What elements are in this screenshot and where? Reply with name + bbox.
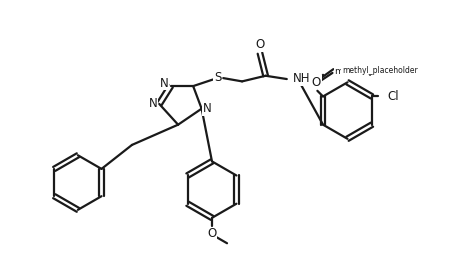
Text: O: O: [207, 227, 217, 240]
Text: N: N: [149, 97, 157, 110]
Text: O: O: [312, 76, 322, 89]
Text: methyl_placeholder: methyl_placeholder: [342, 66, 418, 75]
Text: Cl: Cl: [387, 90, 398, 103]
Text: NH: NH: [293, 72, 310, 85]
Text: N: N: [160, 77, 169, 90]
Text: methoxy: methoxy: [334, 68, 374, 76]
Text: O: O: [255, 38, 265, 51]
Text: S: S: [214, 71, 221, 84]
Text: O: O: [312, 76, 321, 89]
Text: N: N: [203, 102, 211, 115]
